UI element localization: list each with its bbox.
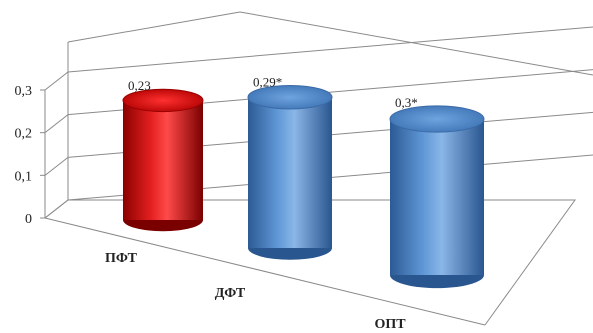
bar-1 [122,88,204,232]
bars [122,84,485,289]
data-labels: 0,23 0,29* 0,3* [128,74,418,109]
gridline-side [44,156,69,176]
data-label: 0,23 [128,78,151,93]
bar-top [389,105,485,133]
bar-top [122,88,204,113]
back-wall-top [239,11,593,76]
bar-3 [389,105,485,289]
bar-body [123,100,203,220]
gridline-side [44,71,69,91]
x-axis: ПФТ ДФТ ОПТ [105,251,406,332]
y-axis: 0 0,1 0,2 0,3 [15,84,33,227]
y-tick-label: 0,2 [15,127,33,142]
y-tick-label: 0,3 [15,84,33,99]
data-label: 0,29* [253,74,282,89]
gridline [67,26,593,73]
data-label: 0,3* [395,95,418,110]
gridline-side [44,114,69,134]
floor-front-edge [44,217,486,326]
back-wall-top [67,11,241,43]
y-tick-label: 0 [25,212,32,227]
bar-top [247,84,333,110]
y-tick-label: 0,1 [15,169,33,184]
bar-2 [247,84,333,260]
x-tick-label: ДФТ [215,286,246,301]
bar-body [390,119,484,275]
bar-body [248,97,332,248]
x-tick-label: ПФТ [105,251,138,266]
x-tick-label: ОПТ [374,317,406,332]
